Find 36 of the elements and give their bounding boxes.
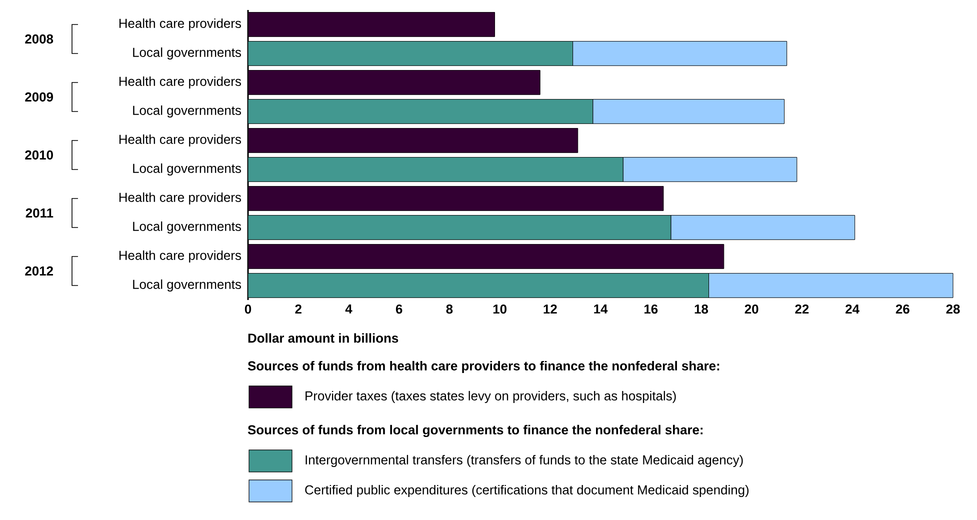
x-tick-label: 20 — [744, 304, 758, 314]
y-tick-label: Health care providers — [119, 76, 241, 89]
text: 2011 — [26, 208, 54, 218]
x-tick-label: 8 — [446, 304, 453, 314]
text: 2010 — [25, 150, 53, 160]
legend-label: Certified public expenditures (certifications that document Medicaid spending) — [305, 484, 749, 498]
y-tick-label: Health care providers — [119, 18, 241, 31]
x-tick-label: 16 — [644, 304, 658, 314]
y-tick-label: Local governments — [133, 47, 241, 60]
x-tick-label: 12 — [544, 304, 557, 314]
source-note: Sources of funds from health care providers to finance the nonfederal share: — [248, 360, 720, 374]
text: 2012 — [25, 266, 53, 276]
x-tick-label: 14 — [594, 304, 608, 314]
y-tick-label: Local governments — [133, 105, 241, 118]
legend-label: Provider taxes (taxes states levy on providers, such as hospitals) — [306, 390, 676, 404]
x-tick-label: 2 — [295, 304, 302, 314]
y-tick-label: Health care providers — [119, 134, 241, 147]
y-tick-label: Local governments — [133, 221, 241, 234]
x-tick-label: 10 — [493, 304, 506, 314]
source-note: Sources of funds from local governments to finance the nonfederal share: — [248, 424, 703, 438]
x-tick-label: 6 — [396, 304, 402, 314]
x-tick-label: 4 — [345, 304, 352, 314]
x-tick-label: 26 — [896, 304, 910, 314]
text: 2009 — [25, 92, 53, 102]
y-tick-label: Health care providers — [119, 192, 241, 205]
x-tick-label: 22 — [795, 304, 809, 314]
y-tick-label: Local governments — [133, 163, 241, 176]
x-tick-label: 28 — [946, 304, 960, 314]
x-tick-label: 0 — [244, 304, 252, 314]
legend-label: Intergovernmental transfers (transfers of funds to the state Medicaid agency) — [306, 454, 743, 468]
x-axis-title: Dollar amount in billions — [248, 333, 398, 343]
x-tick-label: 18 — [694, 304, 708, 314]
y-tick-label: Local governments — [133, 279, 241, 292]
y-tick-label: Health care providers — [119, 250, 241, 263]
x-tick-label: 24 — [846, 304, 860, 314]
text: 2008 — [25, 34, 54, 44]
